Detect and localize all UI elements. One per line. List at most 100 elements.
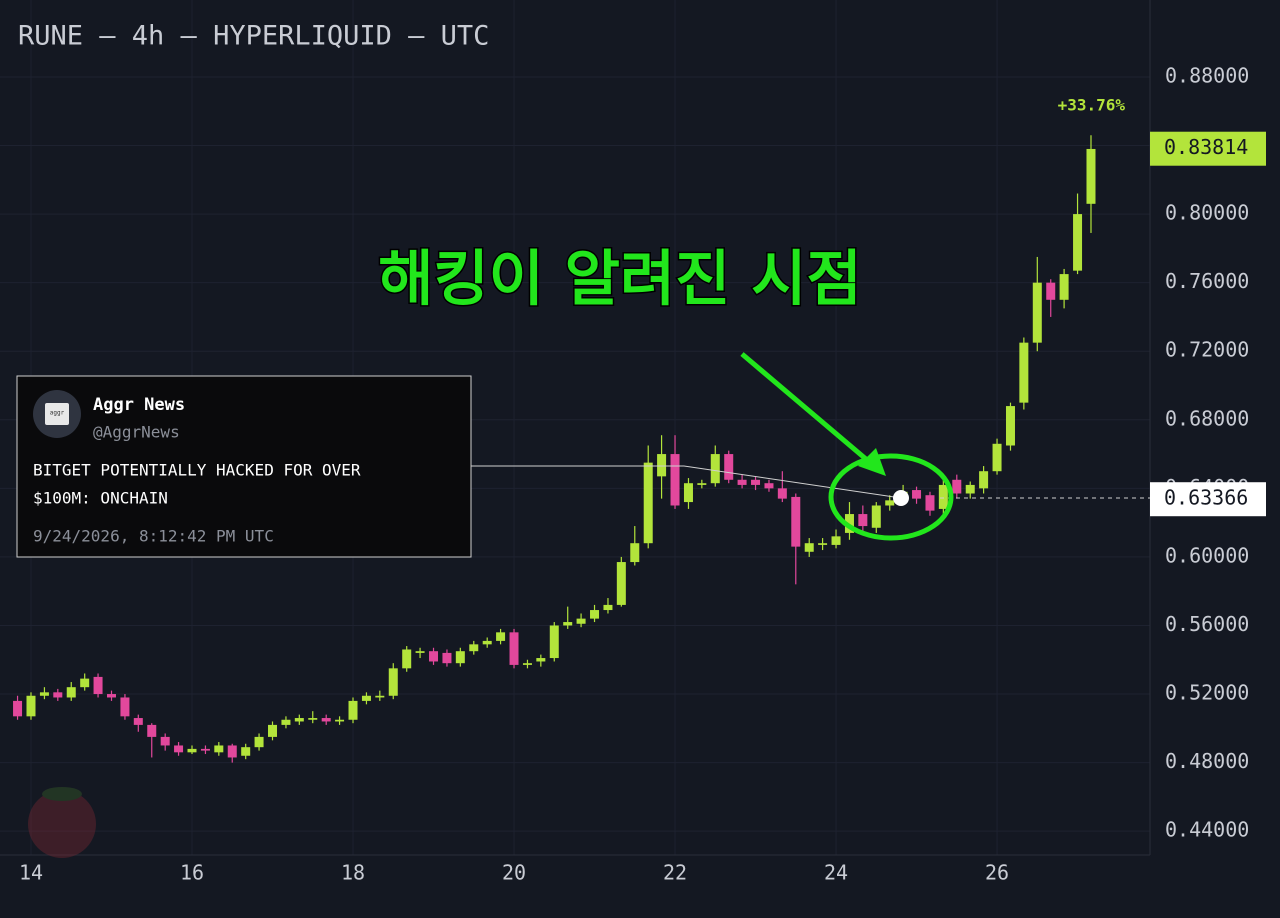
candle-body xyxy=(1046,282,1056,300)
last-price-tag xyxy=(1150,131,1266,166)
news-handle: @AggrNews xyxy=(93,423,180,442)
candle-body xyxy=(254,736,264,748)
candle-body xyxy=(106,694,116,698)
last-price-label: 0.83814 xyxy=(1164,135,1248,159)
candle-body xyxy=(80,678,90,688)
news-text: BITGET POTENTIALLY HACKED FOR OVER xyxy=(33,461,361,480)
news-icon-text: aggr xyxy=(50,410,65,417)
candle-body xyxy=(200,748,210,751)
y-tick-label: 0.56000 xyxy=(1165,612,1249,636)
candle-body xyxy=(549,625,559,659)
candle-body xyxy=(979,471,989,489)
arrow-head xyxy=(858,448,886,476)
candle-body xyxy=(737,479,747,485)
candle-body xyxy=(294,718,304,722)
candle-body xyxy=(871,505,881,528)
candle-body xyxy=(804,543,814,552)
candle-body xyxy=(831,536,841,545)
candle-body xyxy=(522,663,532,665)
candle-body xyxy=(858,514,868,527)
candle-body xyxy=(697,483,707,485)
candle-body xyxy=(455,651,465,664)
candle-body xyxy=(724,454,734,480)
candle-body xyxy=(469,644,479,652)
candle-body xyxy=(603,604,613,611)
candle-body xyxy=(630,543,640,563)
x-tick-label: 20 xyxy=(502,861,526,885)
candle-body xyxy=(335,719,345,722)
candle-body xyxy=(415,651,425,653)
candle-body xyxy=(777,488,787,499)
candle-body xyxy=(576,618,586,624)
news-card-box xyxy=(16,375,472,558)
candle-body xyxy=(590,610,600,619)
candle-body xyxy=(66,687,76,698)
candle-body xyxy=(227,745,237,758)
axis-labels: 0.440000.480000.520000.560000.600000.640… xyxy=(19,63,1266,885)
candle-body xyxy=(643,462,653,544)
news-card: aggr Aggr News @AggrNews BITGET POTENTIA… xyxy=(16,375,472,558)
candle-body xyxy=(925,495,935,511)
candle-body xyxy=(844,514,854,533)
candle-body xyxy=(791,496,801,547)
candle-body xyxy=(147,724,157,737)
news-connector xyxy=(471,465,902,499)
crosshair-price-tag xyxy=(1150,482,1266,517)
candle-body xyxy=(1005,406,1015,446)
y-tick-label: 0.60000 xyxy=(1165,543,1249,567)
candle-body xyxy=(13,700,23,717)
candle-body xyxy=(174,745,184,753)
candle-body xyxy=(375,695,385,698)
news-text: $100M: ONCHAIN xyxy=(33,489,168,508)
candle-body xyxy=(26,695,36,717)
candle-body xyxy=(1086,148,1096,204)
news-avatar-icon xyxy=(45,403,69,425)
candle-body xyxy=(187,748,197,753)
watermark xyxy=(28,787,96,858)
news-name: Aggr News xyxy=(93,395,185,415)
candle-body xyxy=(536,658,546,662)
y-tick-label: 0.48000 xyxy=(1165,749,1249,773)
candle-body xyxy=(1019,342,1029,403)
x-tick-label: 26 xyxy=(985,861,1009,885)
candle-body xyxy=(1073,214,1083,271)
y-tick-label: 0.72000 xyxy=(1165,338,1249,362)
candle-body xyxy=(885,500,895,506)
candle-body xyxy=(710,454,720,484)
candle-body xyxy=(563,622,573,626)
chart-title: RUNE — 4h — HYPERLIQUID — UTC xyxy=(18,21,489,52)
candle-body xyxy=(992,443,1002,472)
candle-body xyxy=(361,695,371,701)
candle-body xyxy=(160,736,170,746)
candle-body xyxy=(657,454,667,477)
candles xyxy=(13,135,1096,763)
watermark-leaf xyxy=(42,787,82,801)
x-tick-label: 18 xyxy=(341,861,365,885)
candle-body xyxy=(53,692,63,698)
candle-body xyxy=(818,543,828,545)
x-tick-label: 22 xyxy=(663,861,687,885)
y-tick-label: 0.88000 xyxy=(1165,63,1249,87)
candle-body xyxy=(1032,282,1042,343)
x-tick-label: 14 xyxy=(19,861,43,885)
candle-body xyxy=(321,718,331,722)
y-tick-label: 0.44000 xyxy=(1165,818,1249,842)
candle-body xyxy=(120,697,130,717)
candle-body xyxy=(683,483,693,503)
watermark-shape xyxy=(28,790,96,858)
candle-body xyxy=(388,668,398,696)
candle-body xyxy=(214,745,224,753)
candle-body xyxy=(241,747,251,756)
change-label: +33.76% xyxy=(1058,96,1126,115)
candle-body xyxy=(93,676,103,695)
candle-body xyxy=(308,718,318,720)
y-tick-label: 0.52000 xyxy=(1165,681,1249,705)
news-time: 9/24/2026, 8:12:42 PM UTC xyxy=(33,527,274,546)
crosshair-price-label: 0.63366 xyxy=(1164,486,1248,510)
annotation: 해킹이 알려진 시점 xyxy=(378,245,861,315)
candle-body xyxy=(751,479,761,485)
candle-body xyxy=(952,479,962,494)
candle-body xyxy=(912,490,922,499)
y-tick-label: 0.76000 xyxy=(1165,269,1249,293)
